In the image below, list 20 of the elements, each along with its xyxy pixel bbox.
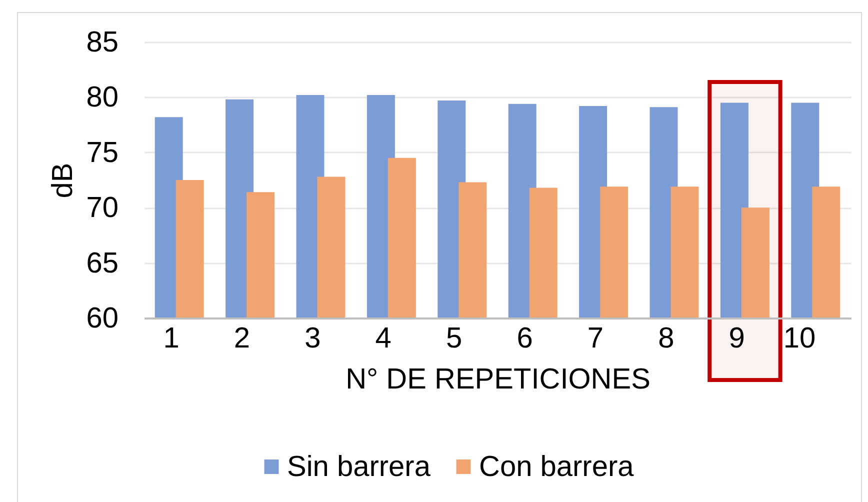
y-tick-label: 80 [86,82,118,114]
x-tick-label: 4 [375,322,392,354]
x-tick-label: 10 [783,322,816,354]
y-tick-label: 75 [86,136,118,169]
y-tick-label: 85 [86,26,118,58]
x-tick-label: 5 [446,322,462,354]
y-tick-label: 60 [86,302,118,334]
y-axis-title: dB [47,162,80,198]
x-axis-title: N° DE REPETICIONES [346,364,650,396]
x-tick-label: 9 [728,322,745,354]
x-tick-label: 2 [234,322,250,354]
legend-label: Con barrera [479,450,635,483]
legend-label: Sin barrera [287,450,432,483]
x-tick-label: 7 [587,322,604,354]
x-tick-label: 3 [304,322,321,354]
x-tick-label: 6 [516,322,533,354]
x-tick-label: 8 [658,322,674,354]
y-tick-label: 70 [86,192,118,224]
y-tick-label: 65 [86,247,118,280]
x-tick-label: 1 [163,322,180,354]
